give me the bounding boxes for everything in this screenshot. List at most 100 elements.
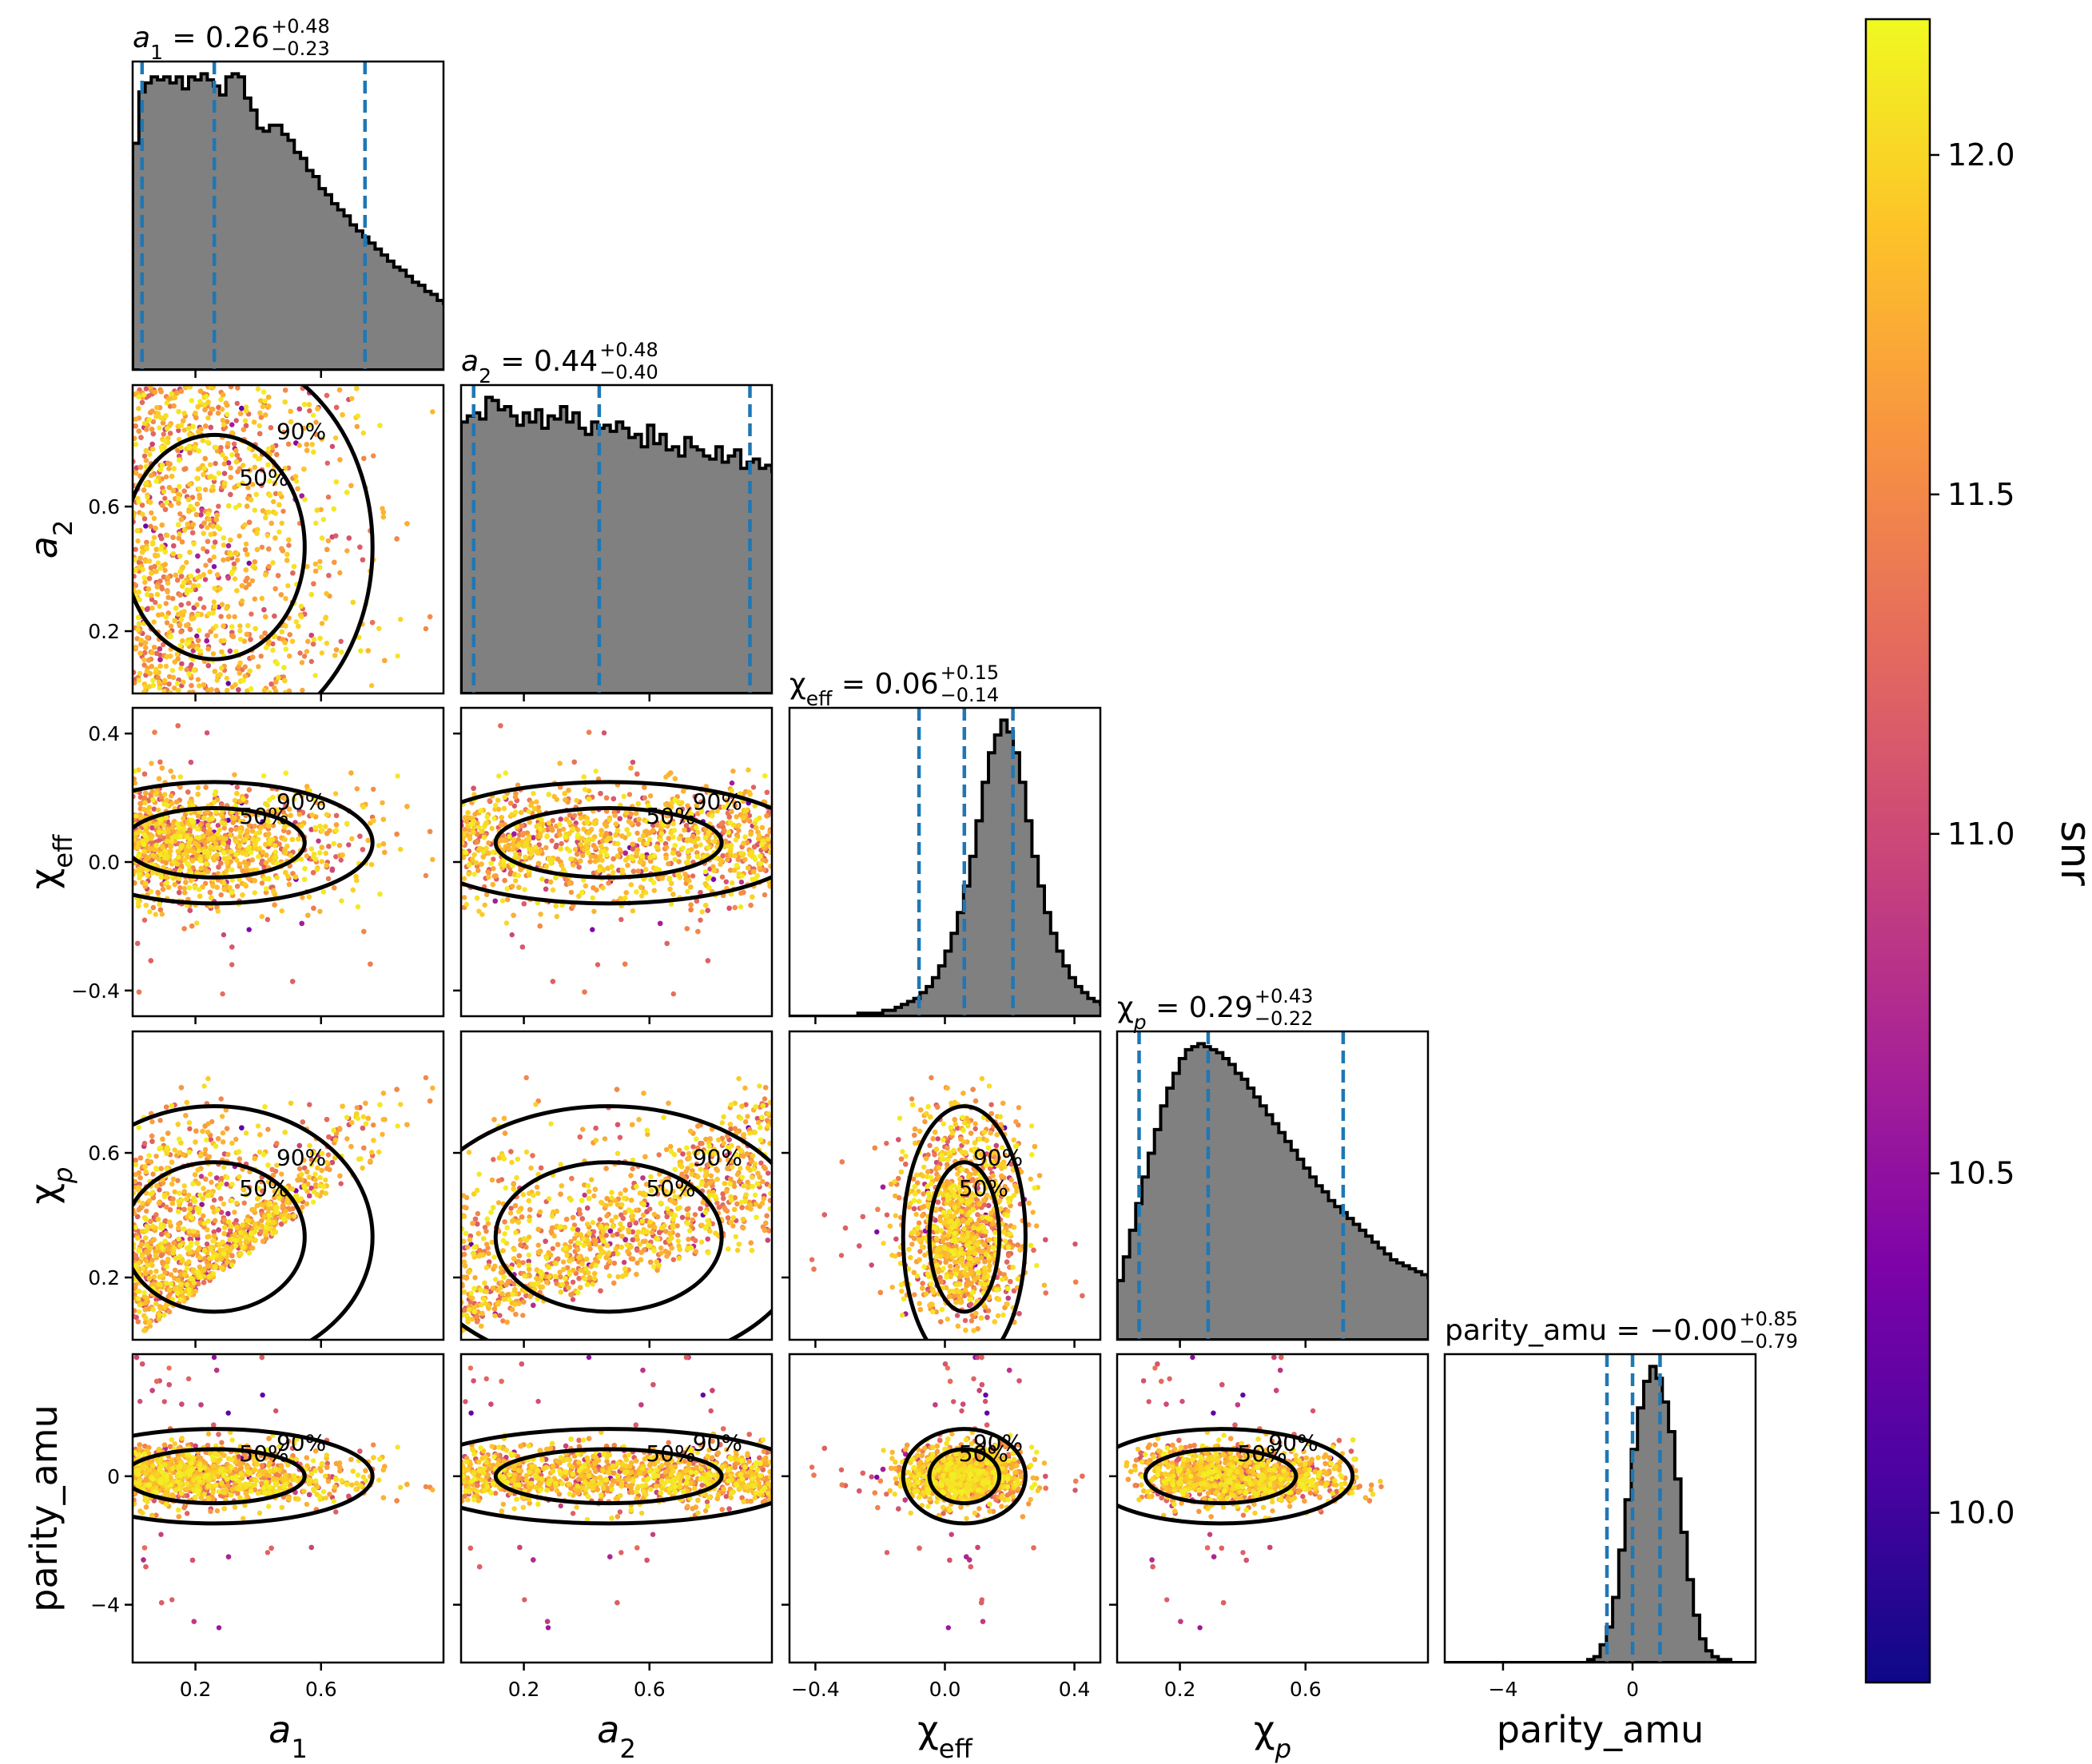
scatter-point	[368, 682, 375, 689]
scatter-point	[231, 441, 237, 447]
scatter-point	[324, 812, 330, 817]
scatter-point	[270, 467, 276, 473]
scatter-point	[282, 466, 288, 471]
scatter-point	[189, 858, 195, 864]
scatter-point	[169, 801, 175, 807]
scatter-point	[284, 558, 290, 563]
scatter-point	[339, 898, 344, 904]
scatter-point	[292, 474, 299, 479]
scatter-point	[243, 567, 249, 573]
scatter-point	[282, 677, 288, 684]
scatter-point	[187, 385, 193, 390]
scatter-point	[278, 592, 284, 598]
scatter-point	[153, 666, 159, 672]
scatter-point	[136, 499, 141, 505]
scatter-point	[196, 429, 201, 435]
scatter-point	[188, 587, 193, 593]
scatter-point	[233, 447, 239, 454]
scatter-point	[279, 520, 284, 526]
scatter-point	[146, 658, 152, 663]
scatter-point	[258, 398, 264, 403]
scatter-point	[232, 576, 238, 582]
scatter-point	[261, 389, 267, 395]
scatter-point	[300, 687, 305, 693]
scatter-point	[197, 822, 203, 828]
scatter-point	[153, 546, 159, 552]
scatter-point	[168, 848, 173, 854]
scatter-point	[244, 503, 250, 509]
scatter-point	[324, 460, 330, 466]
scatter-point	[191, 667, 197, 673]
scatter-point	[314, 507, 320, 513]
scatter-point	[149, 593, 154, 598]
scatter-point	[162, 567, 168, 574]
scatter-point	[310, 412, 316, 418]
scatter-point	[143, 463, 149, 470]
scatter-point	[287, 632, 292, 638]
scatter-point	[308, 592, 314, 598]
scatter-point	[371, 453, 376, 459]
scatter-point	[178, 388, 185, 394]
scatter-point	[153, 599, 158, 606]
scatter-point	[295, 486, 300, 491]
scatter-point	[314, 867, 320, 872]
scatter-point	[148, 958, 153, 963]
scatter-point	[174, 651, 180, 657]
scatter-point	[140, 550, 145, 555]
scatter-point	[355, 413, 361, 419]
scatter-point	[194, 475, 200, 481]
scatter-point	[283, 803, 288, 809]
scatter-point	[245, 688, 250, 693]
scatter-point	[159, 463, 165, 468]
scatter-point	[252, 464, 257, 471]
scatter-point	[324, 392, 330, 399]
scatter-point	[199, 507, 205, 513]
scatter-point	[319, 859, 324, 864]
scatter-point	[298, 603, 304, 609]
scatter-point	[188, 759, 194, 765]
scatter-point	[279, 908, 284, 914]
scatter-point	[205, 663, 211, 669]
scatter-point	[246, 582, 252, 587]
scatter-point	[170, 487, 177, 493]
scatter-point	[195, 553, 201, 559]
scatter-point	[213, 840, 219, 847]
scatter-point	[162, 677, 168, 683]
scatter-point	[176, 495, 181, 502]
scatter-point	[310, 641, 316, 647]
scatter-point	[218, 445, 224, 451]
scatter-point	[153, 414, 159, 419]
scatter-point	[308, 633, 314, 638]
scatter-point	[281, 429, 287, 435]
scatter-point	[211, 564, 217, 570]
scatter-point	[271, 499, 276, 505]
scatter-point	[218, 860, 224, 866]
scatter-point	[319, 828, 325, 833]
scatter-point	[137, 464, 144, 470]
scatter-point	[255, 836, 261, 842]
scatter-point	[282, 399, 288, 405]
scatter-point	[186, 497, 192, 503]
scatter-point	[185, 601, 192, 606]
scatter-point	[207, 889, 213, 896]
scatter-point	[219, 820, 225, 825]
scatter-point	[244, 631, 250, 638]
scatter-point	[162, 549, 168, 554]
scatter-point	[272, 491, 279, 496]
scatter-point	[360, 430, 366, 436]
scatter-point	[156, 856, 162, 862]
scatter-point	[319, 650, 324, 656]
scatter-point	[146, 558, 153, 564]
scatter-point	[221, 880, 227, 886]
scatter-point	[248, 868, 254, 874]
scatter-point	[204, 549, 210, 554]
scatter-point	[213, 539, 218, 545]
scatter-point	[245, 575, 250, 581]
panel-frame	[131, 60, 445, 371]
scatter-point	[277, 491, 283, 497]
scatter-point	[250, 654, 256, 660]
scatter-point	[333, 854, 339, 860]
scatter-point	[324, 546, 330, 552]
scatter-point	[338, 857, 344, 863]
scatter-point	[167, 461, 173, 467]
